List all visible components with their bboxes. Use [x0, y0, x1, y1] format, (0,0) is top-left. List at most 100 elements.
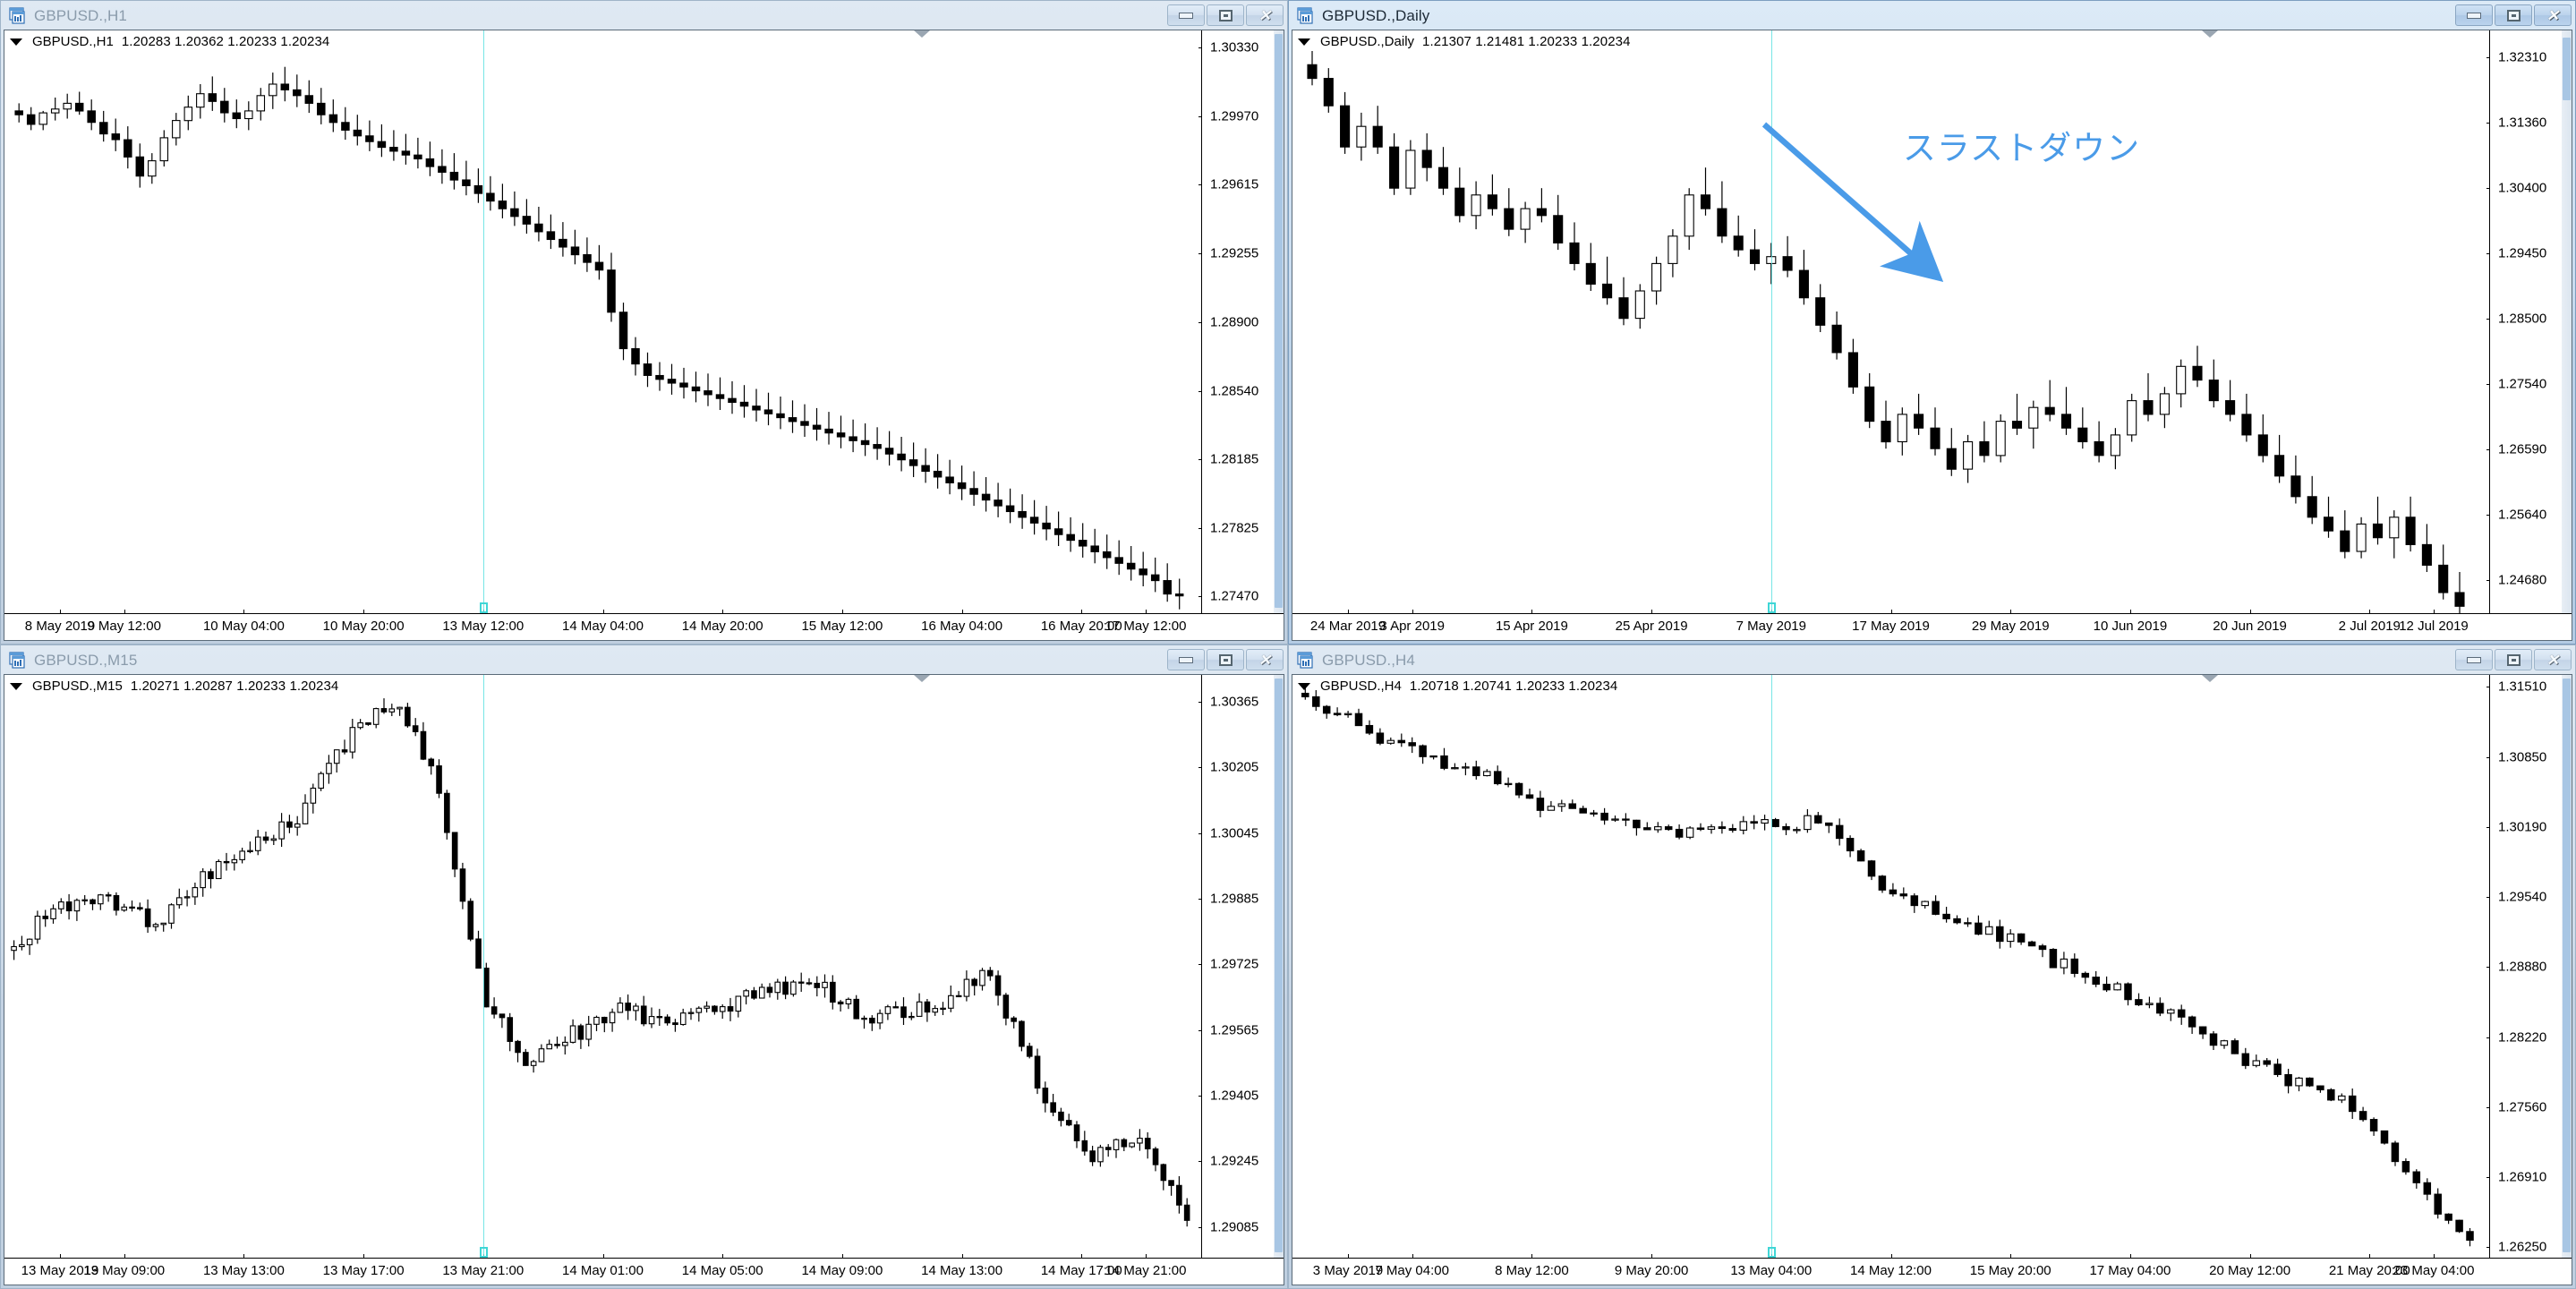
chart-menu-caret-icon[interactable]: [10, 682, 22, 690]
scrollbar-thumb[interactable]: [1275, 679, 1283, 1252]
chart-window-icon: [1296, 6, 1316, 26]
time-tick-label: 15 May 20:00: [1969, 1263, 2051, 1278]
minimize-button[interactable]: [1167, 4, 1205, 26]
time-tick-label: 14 May 09:00: [801, 1263, 883, 1278]
time-axis[interactable]: 8 May 2019 9 May 12:00 10 May 04:00 10 May …: [4, 610, 1284, 640]
time-tick-label: 7 May 04:00: [1375, 1263, 1449, 1278]
time-tick-label: 12 Jul 2019: [2399, 619, 2469, 634]
chart-window-m15[interactable]: GBPUSD.,M15 ✕ 1.30365 1.30205 1.30045 1.298…: [0, 644, 1288, 1289]
ohlc-symbol: GBPUSD.,Daily: [1320, 34, 1415, 49]
window-title: GBPUSD.,H1: [34, 7, 127, 24]
price-tick-label: 1.30400: [2498, 180, 2547, 196]
minimize-button[interactable]: [2455, 649, 2493, 670]
titlebar-m15[interactable]: GBPUSD.,M15 ✕: [4, 647, 1284, 674]
time-tick-label: 13 May 21:00: [442, 1263, 525, 1278]
vertical-scrollbar[interactable]: [1274, 30, 1284, 613]
price-tick: [1198, 1226, 1202, 1228]
price-tick: [2486, 448, 2490, 450]
chart-menu-caret-icon[interactable]: [1298, 38, 1310, 46]
price-tick: [1198, 1029, 1202, 1031]
time-tick: [1531, 610, 1533, 614]
period-separator-marker: [2202, 30, 2219, 38]
ohlc-symbol: GBPUSD.,H1: [32, 34, 114, 49]
time-tick: [722, 1254, 724, 1259]
chart-canvas-m15[interactable]: 1.30365 1.30205 1.30045 1.29885 1.29725 1.295…: [4, 674, 1284, 1285]
price-tick: [2486, 514, 2490, 516]
window-controls[interactable]: ✕: [2455, 4, 2572, 26]
time-tick-label: 10 May 04:00: [202, 619, 285, 634]
chart-window-daily[interactable]: GBPUSD.,Daily ✕ 1.32310 1.31360 1.30400 1.2…: [1288, 0, 2576, 644]
close-button[interactable]: ✕: [2534, 4, 2572, 26]
price-tick-label: 1.26910: [2498, 1169, 2547, 1185]
ohlc-symbol: GBPUSD.,M15: [32, 679, 123, 694]
candlestick-series: [11, 698, 1190, 1227]
window-title: GBPUSD.,M15: [34, 652, 138, 669]
annotation-thrust-down: スラストダウン: [1902, 129, 2141, 166]
vertical-scrollbar[interactable]: [2562, 30, 2572, 613]
minimize-button[interactable]: [2455, 4, 2493, 26]
chart-window-h4[interactable]: GBPUSD.,H4 ✕ 1.31510 1.30850 1.30190 1.2954…: [1288, 644, 2576, 1289]
crosshair-time-marker[interactable]: [1767, 1247, 1776, 1258]
chart-canvas-daily[interactable]: 1.32310 1.31360 1.30400 1.29450 1.28500 1.275…: [1292, 30, 2572, 641]
time-axis[interactable]: 13 May 2019 13 May 09:00 13 May 13:00 13 Ma…: [4, 1254, 1284, 1285]
time-tick-label: 20 May 12:00: [2209, 1263, 2291, 1278]
period-separator-marker: [914, 675, 931, 682]
crosshair-time-marker[interactable]: [479, 602, 488, 613]
price-axis[interactable]: 1.31510 1.30850 1.30190 1.29540 1.28880 1.282…: [2486, 675, 2572, 1258]
crosshair-time-marker[interactable]: [1767, 602, 1776, 613]
time-tick-label: 9 May 12:00: [87, 619, 161, 634]
time-tick: [60, 1254, 61, 1259]
time-tick: [602, 610, 604, 614]
minimize-button[interactable]: [1167, 649, 1205, 670]
crosshair-time-marker[interactable]: [479, 1247, 488, 1258]
window-controls[interactable]: ✕: [1167, 4, 1284, 26]
time-tick: [2129, 610, 2131, 614]
time-axis[interactable]: 3 May 2019 7 May 04:00 8 May 12:00 9 May 20…: [1292, 1254, 2572, 1285]
window-controls[interactable]: ✕: [2455, 649, 2572, 670]
titlebar-h1[interactable]: GBPUSD.,H1 ✕: [4, 3, 1284, 30]
time-tick-label: 2 Jul 2019: [2338, 619, 2401, 634]
chart-menu-caret-icon[interactable]: [10, 38, 22, 46]
window-title: GBPUSD.,Daily: [1322, 7, 1430, 24]
time-tick-label: 3 Apr 2019: [1379, 619, 1445, 634]
scrollbar-thumb[interactable]: [1275, 34, 1283, 608]
time-tick-label: 9 May 20:00: [1614, 1263, 1689, 1278]
scrollbar-thumb[interactable]: [2563, 679, 2571, 1252]
time-axis[interactable]: 24 Mar 2019 3 Apr 2019 15 Apr 2019 25 Apr 2…: [1292, 610, 2572, 640]
titlebar-daily[interactable]: GBPUSD.,Daily ✕: [1292, 3, 2572, 30]
chart-canvas-h4[interactable]: 1.31510 1.30850 1.30190 1.29540 1.28880 1.282…: [1292, 674, 2572, 1285]
time-tick: [1651, 610, 1653, 614]
price-tick-label: 1.26250: [2498, 1239, 2547, 1255]
restore-button[interactable]: [1207, 4, 1244, 26]
price-axis[interactable]: 1.30365 1.30205 1.30045 1.29885 1.29725 1.295…: [1198, 675, 1284, 1258]
time-tick: [2434, 1254, 2435, 1259]
price-axis[interactable]: 1.32310 1.31360 1.30400 1.29450 1.28500 1.275…: [2486, 30, 2572, 613]
price-axis[interactable]: 1.30330 1.29970 1.29615 1.29255 1.28900 1.285…: [1198, 30, 1284, 613]
close-button[interactable]: ✕: [2534, 649, 2572, 670]
ohlc-values: 1.20283 1.20362 1.20233 1.20234: [121, 34, 330, 49]
titlebar-h4[interactable]: GBPUSD.,H4 ✕: [1292, 647, 2572, 674]
price-tick: [2486, 967, 2490, 969]
restore-button[interactable]: [2495, 649, 2532, 670]
restore-button[interactable]: [1207, 649, 1244, 670]
time-tick-label: 8 May 12:00: [1495, 1263, 1569, 1278]
time-tick-label: 24 Mar 2019: [1309, 619, 1386, 634]
time-tick-label: 3 May 2019: [1312, 1263, 1384, 1278]
vertical-scrollbar[interactable]: [1274, 675, 1284, 1258]
scrollbar-thumb[interactable]: [2563, 38, 2571, 100]
ohlc-header-h1: GBPUSD.,H1 1.20283 1.20362 1.20233 1.202…: [10, 34, 329, 49]
chart-window-h1[interactable]: GBPUSD.,H1 ✕ 1.30330 1.29970 1.29615 1.2925…: [0, 0, 1288, 644]
price-tick-label: 1.30190: [2498, 819, 2547, 835]
time-tick-label: 14 May 12:00: [1850, 1263, 1932, 1278]
candlestick-series: [14, 66, 1184, 610]
restore-button[interactable]: [2495, 4, 2532, 26]
close-button[interactable]: ✕: [1246, 4, 1284, 26]
chart-canvas-h1[interactable]: 1.30330 1.29970 1.29615 1.29255 1.28900 1.285…: [4, 30, 1284, 641]
time-tick: [60, 610, 61, 614]
time-tick-label: 23 May 04:00: [2393, 1263, 2475, 1278]
vertical-scrollbar[interactable]: [2562, 675, 2572, 1258]
window-controls[interactable]: ✕: [1167, 649, 1284, 670]
price-tick-label: 1.27825: [1210, 520, 1259, 536]
chart-menu-caret-icon[interactable]: [1298, 682, 1310, 690]
close-button[interactable]: ✕: [1246, 649, 1284, 670]
